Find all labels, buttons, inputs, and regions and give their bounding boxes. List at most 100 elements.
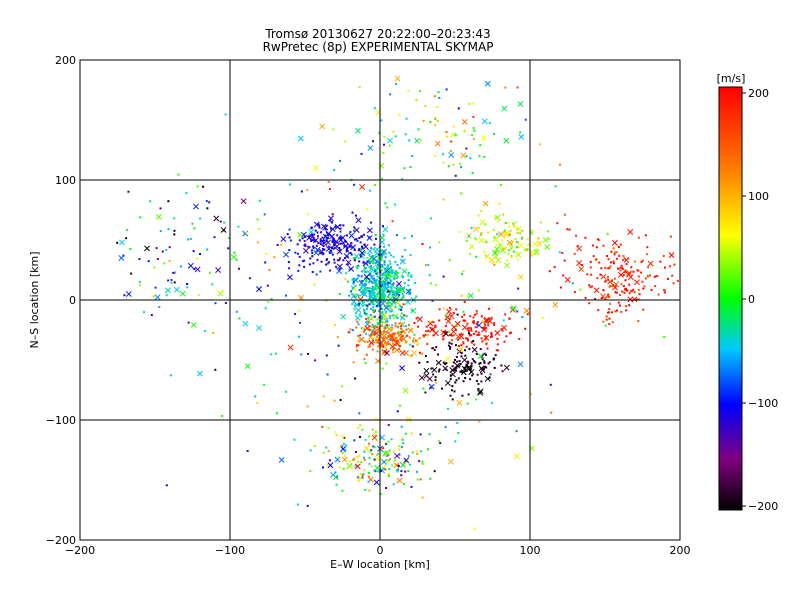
data-point [418, 361, 421, 364]
data-point [472, 115, 475, 118]
data-point [387, 272, 390, 275]
data-point [319, 240, 322, 243]
data-point [478, 333, 481, 336]
data-point [378, 331, 381, 334]
data-point [477, 382, 480, 385]
data-point [402, 296, 405, 298]
data-point [209, 271, 212, 274]
data-point [482, 326, 485, 329]
data-point [152, 295, 155, 298]
data-point [595, 258, 598, 261]
data-point [465, 337, 468, 340]
data-point [409, 355, 412, 358]
data-point [339, 242, 342, 245]
data-point-cross [448, 313, 455, 320]
data-point [388, 293, 391, 295]
data-point-cross [611, 239, 618, 246]
data-point [325, 224, 328, 227]
data-point [359, 255, 362, 258]
data-point [358, 412, 361, 415]
data-point [212, 332, 215, 334]
data-point [492, 229, 495, 231]
data-point [370, 293, 372, 296]
data-point [168, 246, 171, 249]
data-point [373, 243, 376, 246]
data-point [444, 330, 447, 333]
data-point-cross [336, 263, 343, 270]
data-point-cross [517, 242, 524, 249]
data-point [387, 288, 390, 291]
data-point [339, 227, 342, 230]
data-point [404, 432, 407, 435]
data-point [367, 320, 370, 323]
data-point [561, 252, 564, 254]
data-point [192, 250, 195, 253]
data-point-cross [593, 287, 600, 294]
data-point-cross [625, 271, 632, 278]
data-point [524, 118, 527, 121]
data-point-cross [256, 286, 263, 293]
data-point [309, 257, 312, 260]
data-point-cross [482, 200, 489, 207]
data-point [472, 320, 475, 323]
data-point [484, 335, 487, 338]
data-point [496, 343, 499, 346]
data-point-cross [187, 262, 194, 269]
data-point [429, 246, 431, 249]
data-point [158, 306, 161, 308]
data-point [605, 318, 608, 321]
data-point [383, 267, 386, 270]
data-point [394, 459, 397, 462]
data-point [401, 438, 404, 441]
data-point [321, 248, 324, 250]
data-point [573, 291, 576, 294]
data-point [573, 252, 576, 255]
data-point [364, 280, 367, 283]
data-point [345, 272, 348, 275]
data-point [530, 231, 533, 234]
data-point [389, 281, 392, 284]
data-point [659, 260, 662, 263]
data-point [530, 392, 532, 395]
data-point [516, 258, 519, 261]
data-point [472, 127, 475, 129]
data-point-cross [450, 328, 457, 335]
data-point [391, 269, 394, 272]
data-point [354, 465, 357, 468]
data-point [187, 238, 190, 241]
data-point [147, 260, 150, 263]
data-point [395, 339, 398, 342]
data-point [326, 373, 329, 376]
data-point [676, 279, 679, 282]
data-point [363, 266, 366, 269]
data-point [361, 474, 364, 477]
data-point [434, 379, 437, 382]
data-point [474, 326, 477, 329]
data-point-cross [329, 233, 336, 240]
data-point [396, 470, 399, 473]
x-tick-label: −100 [215, 544, 245, 557]
data-point [466, 402, 469, 405]
data-point [370, 332, 373, 335]
data-point [362, 261, 365, 264]
data-point [460, 344, 463, 347]
data-point-cross [348, 266, 355, 272]
data-point [671, 274, 674, 277]
data-point-cross [544, 244, 551, 251]
data-point [387, 281, 390, 284]
data-point [383, 261, 386, 263]
data-point [416, 343, 419, 346]
data-point [348, 460, 351, 463]
data-point [382, 152, 385, 154]
data-point [471, 341, 474, 344]
data-point [371, 255, 374, 258]
data-point [383, 143, 385, 146]
data-point [450, 140, 453, 143]
data-point [368, 435, 371, 438]
data-point [298, 335, 300, 338]
data-point [385, 283, 388, 286]
data-point [382, 225, 384, 228]
data-point [374, 282, 377, 285]
data-point [387, 440, 390, 443]
data-point [381, 177, 383, 180]
